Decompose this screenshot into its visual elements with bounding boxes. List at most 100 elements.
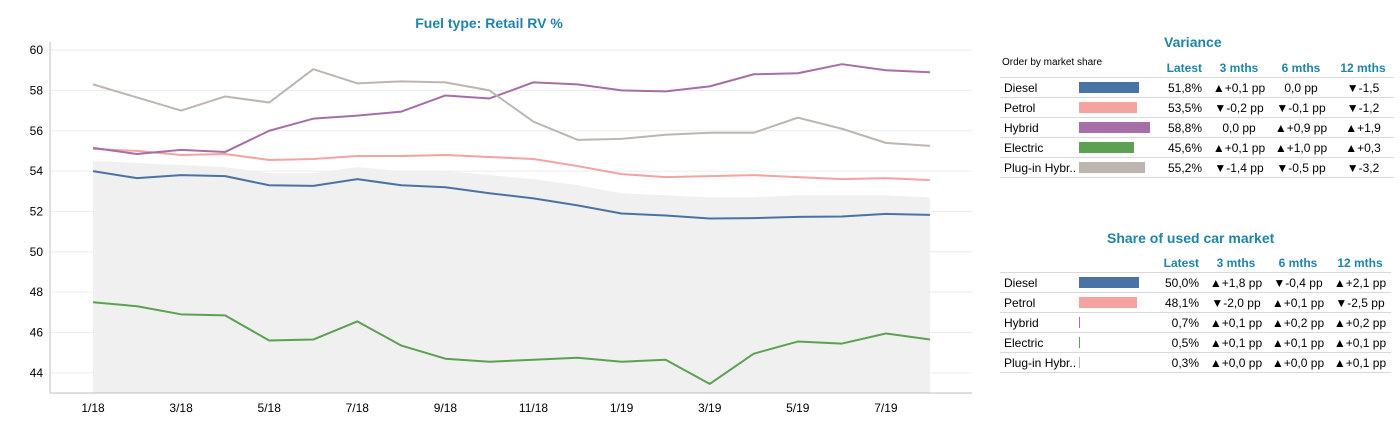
y-tick-label: 48 [30, 285, 44, 299]
chart-title: Fuel type: Retail RV % [415, 15, 563, 31]
share-bar [1079, 292, 1147, 313]
change-12-months: ▲+0,3 [1332, 137, 1394, 158]
header-6-months: 6 mths [1281, 61, 1321, 75]
share-bar [1079, 352, 1147, 373]
latest-value: 0,5% [1147, 332, 1205, 353]
share-panel: Share of used car market Latest 3 mths 6… [1000, 226, 1395, 386]
table-row: Petrol 53,5% ▼-0,2 pp ▼-0,1 pp ▼-1,2 [1000, 97, 1394, 118]
change-12-months: ▼-1,2 [1332, 97, 1394, 118]
change-3-months: ▼-0,2 pp [1208, 97, 1270, 118]
variance-header-row: Latest 3 mths 6 mths 12 mths [1000, 59, 1394, 78]
x-tick-label: 7/18 [346, 401, 370, 415]
share-bar [1079, 312, 1147, 333]
table-row: Hybrid 0,7% ▲+0,1 pp ▲+0,2 pp ▲+0,2 pp [1000, 312, 1391, 333]
change-12-months: ▼-3,2 [1332, 157, 1394, 178]
retail-rv-line-chart: Fuel type: Retail RV % 44 46 48 50 52 54 56 58 6… [30, 15, 972, 415]
fuel-name: Plug-in Hybr.. [1000, 352, 1079, 373]
header-blank [1000, 254, 1079, 273]
header-12-months: 12 mths [1340, 61, 1386, 75]
share-bar-fill [1079, 82, 1139, 93]
y-tick-label: 46 [30, 325, 44, 339]
latest-value: 48,1% [1147, 292, 1205, 313]
change-3-months: ▲+0,1 pp [1208, 137, 1270, 158]
share-bar [1079, 77, 1150, 98]
fuel-name: Plug-in Hybr.. [1000, 157, 1079, 178]
share-bar-fill [1079, 297, 1137, 308]
y-tick-label: 50 [30, 245, 44, 259]
y-tick-label: 56 [30, 124, 44, 138]
share-bar-fill [1079, 102, 1137, 113]
y-tick-label: 44 [30, 366, 44, 380]
latest-value: 50,0% [1147, 272, 1205, 293]
change-12-months: ▲+0,2 pp [1329, 312, 1391, 333]
y-tick-label: 60 [30, 43, 44, 57]
share-bar [1079, 272, 1147, 293]
header-latest: Latest [1166, 61, 1202, 75]
fuel-name: Hybrid [1000, 117, 1079, 138]
share-bar [1079, 97, 1150, 118]
order-by-label[interactable]: Order by market share [1002, 57, 1103, 68]
x-tick-label: 11/18 [519, 401, 548, 415]
change-3-months: ▼-1,4 pp [1208, 157, 1270, 178]
share-bar-fill [1079, 162, 1145, 173]
y-tick-label: 58 [30, 83, 44, 97]
variance-panel: Variance Order by market share Latest 3 … [1000, 30, 1395, 190]
table-row: Plug-in Hybr.. 55,2% ▼-1,4 pp ▼-0,5 pp ▼-3,2 [1000, 157, 1394, 178]
header-blank [1079, 254, 1147, 273]
header-3-months: 3 mths [1216, 256, 1256, 270]
table-row: Petrol 48,1% ▼-2,0 pp ▲+0,1 pp ▼-2,5 pp [1000, 292, 1391, 313]
change-3-months: ▲+0,1 pp [1208, 77, 1270, 98]
x-tick-label: 5/18 [258, 401, 282, 415]
fuel-name: Petrol [1000, 97, 1079, 118]
latest-value: 51,8% [1150, 77, 1208, 98]
change-6-months: ▲+0,1 pp [1267, 292, 1329, 313]
latest-value: 45,6% [1150, 137, 1208, 158]
share-bar [1079, 117, 1150, 138]
share-bar [1079, 137, 1150, 158]
change-6-months: ▼-0,4 pp [1267, 272, 1329, 293]
change-6-months: ▼-0,5 pp [1270, 157, 1332, 178]
change-6-months: ▲+0,2 pp [1267, 312, 1329, 333]
fuel-name: Petrol [1000, 292, 1079, 313]
change-12-months: ▲+0,1 pp [1329, 352, 1391, 373]
series-line-diesel [92, 170, 930, 220]
axes [49, 42, 972, 394]
fuel-name: Hybrid [1000, 312, 1079, 333]
header-blank [1079, 59, 1150, 78]
share-bar-fill [1079, 337, 1080, 348]
change-12-months: ▲+0,1 pp [1329, 332, 1391, 353]
x-tick-label: 3/19 [698, 401, 722, 415]
change-6-months: ▲+1,0 pp [1270, 137, 1332, 158]
change-6-months: ▲+0,1 pp [1267, 332, 1329, 353]
header-3-months: 3 mths [1219, 61, 1259, 75]
change-12-months: ▲+2,1 pp [1329, 272, 1391, 293]
series-line-petrol [92, 147, 930, 182]
x-tick-label: 1/19 [610, 401, 634, 415]
share-header-row: Latest 3 mths 6 mths 12 mths [1000, 254, 1391, 273]
y-axis-ticks: 44 46 48 50 52 54 56 58 60 [30, 43, 44, 380]
series-lines [92, 63, 931, 385]
change-3-months: ▲+1,8 pp [1205, 272, 1267, 293]
share-bar [1079, 332, 1147, 353]
x-axis-ticks: 1/18 3/18 5/18 7/18 9/18 11/18 1/19 3/19 5/19 7/1… [81, 401, 898, 415]
table-row: Hybrid 58,8% 0,0 pp ▲+0,9 pp ▲+1,9 [1000, 117, 1394, 138]
x-tick-label: 5/19 [786, 401, 810, 415]
series-line-hybrid [92, 63, 930, 155]
table-row: Electric 0,5% ▲+0,1 pp ▲+0,1 pp ▲+0,1 pp [1000, 332, 1391, 353]
table-row: Diesel 50,0% ▲+1,8 pp ▼-0,4 pp ▲+2,1 pp [1000, 272, 1391, 293]
change-3-months: ▲+0,1 pp [1205, 332, 1267, 353]
change-6-months: 0,0 pp [1270, 77, 1332, 98]
x-tick-label: 7/19 [874, 401, 898, 415]
share-bar-fill [1079, 122, 1150, 133]
series-line-plug-in-hybrid [92, 68, 931, 147]
change-3-months: 0,0 pp [1208, 117, 1270, 138]
share-bar-fill [1079, 277, 1139, 288]
change-3-months: ▲+0,0 pp [1205, 352, 1267, 373]
share-title: Share of used car market [1107, 230, 1275, 246]
change-6-months: ▲+0,0 pp [1267, 352, 1329, 373]
header-latest: Latest [1163, 256, 1199, 270]
x-tick-label: 1/18 [81, 401, 105, 415]
fuel-name: Electric [1000, 137, 1079, 158]
header-blank [1000, 59, 1079, 78]
share-bar [1079, 157, 1150, 178]
